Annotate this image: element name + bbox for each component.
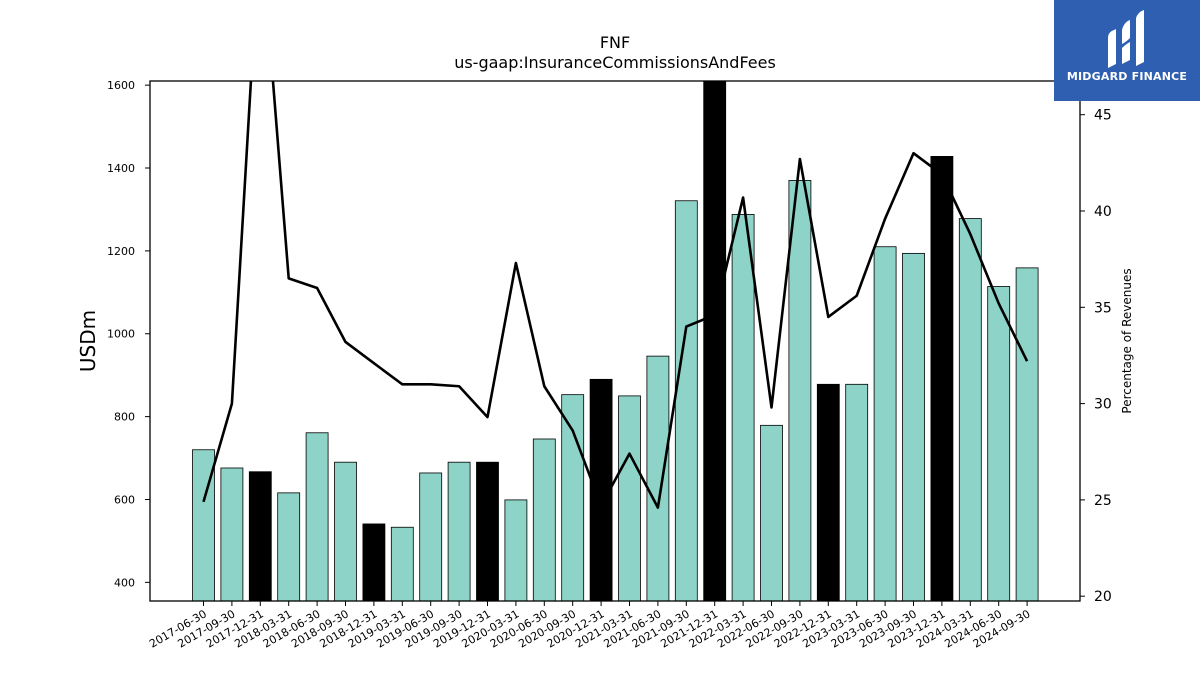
y-axis-right: 20 25 30 35 40 45 (1080, 108, 1112, 605)
midgard-logo-icon (1108, 10, 1144, 68)
bar (220, 467, 244, 601)
x-axis: 2017-06-302017-09-302017-12-312018-03-31… (147, 601, 1033, 651)
y2-tick-label: 30 (1094, 397, 1112, 413)
bar (419, 472, 443, 601)
bar (902, 252, 925, 601)
y2-axis-label: Percentage of Revenues (1120, 268, 1134, 413)
plot-frame (149, 80, 1081, 602)
y-tick-label: 800 (114, 411, 135, 424)
bar (504, 499, 528, 601)
bar (532, 438, 556, 601)
y2-tick-label: 40 (1094, 204, 1112, 220)
bar (731, 214, 755, 601)
bar (646, 355, 670, 601)
bar (1015, 267, 1039, 601)
bar (476, 461, 499, 601)
bars-layer (192, 81, 1039, 601)
brand-name: MIDGARD FINANCE (1066, 70, 1188, 83)
bar (930, 156, 954, 601)
bar (873, 246, 897, 601)
bar (362, 523, 386, 601)
y-tick-label: 1000 (107, 328, 135, 341)
y-tick-label: 600 (114, 493, 135, 506)
y-axis-left: 400 600 800 1000 1200 1400 1600 (107, 79, 150, 589)
bar (674, 200, 698, 601)
bar (788, 180, 812, 601)
bar (390, 526, 414, 601)
y2-tick-label: 25 (1094, 493, 1112, 509)
chart-subtitle: us-gaap:InsuranceCommissionsAndFees (454, 53, 776, 72)
y-tick-label: 1400 (107, 162, 135, 175)
bar (987, 286, 1011, 601)
bar (277, 492, 301, 601)
bar (334, 461, 357, 601)
y2-tick-label: 45 (1094, 108, 1112, 124)
bar (305, 432, 329, 601)
y2-tick-label: 20 (1094, 589, 1112, 605)
bar (703, 81, 727, 601)
y2-tick-label: 35 (1094, 300, 1112, 316)
bar (958, 218, 982, 601)
chart-title: FNF (600, 33, 630, 52)
revenue-share-line (202, 81, 1029, 509)
line-layer (202, 81, 1029, 509)
y-tick-label: 1200 (107, 245, 135, 258)
bar (192, 449, 215, 601)
y-tick-label: 400 (114, 576, 135, 589)
bar (561, 394, 585, 601)
y-axis-label: USDm (76, 310, 100, 372)
bar (760, 424, 783, 601)
bar (248, 471, 272, 601)
y-tick-label: 1600 (107, 79, 135, 92)
bar (816, 383, 840, 601)
brand-logo: MIDGARD FINANCE (1054, 0, 1200, 101)
bar (447, 461, 471, 601)
bar (618, 395, 641, 601)
bar (845, 383, 869, 601)
